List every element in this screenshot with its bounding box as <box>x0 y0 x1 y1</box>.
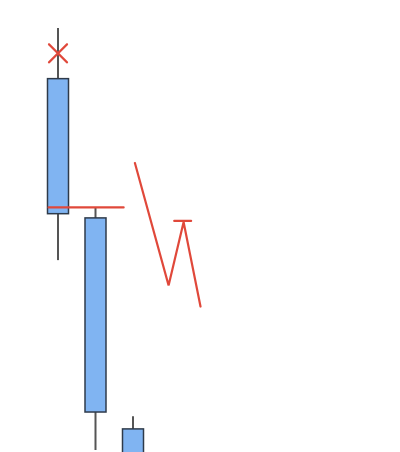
candle-body <box>121 428 145 452</box>
candle-0 <box>46 28 70 261</box>
zigzag-annotation <box>133 161 202 308</box>
candle-body <box>84 217 107 413</box>
candle-1 <box>84 207 107 450</box>
x-mark-stroke <box>47 43 69 64</box>
x-mark-annotation <box>47 43 69 64</box>
candle-body <box>46 77 70 215</box>
candles-layer <box>46 28 145 452</box>
candle-2 <box>121 416 145 452</box>
annotations-layer <box>47 43 202 308</box>
